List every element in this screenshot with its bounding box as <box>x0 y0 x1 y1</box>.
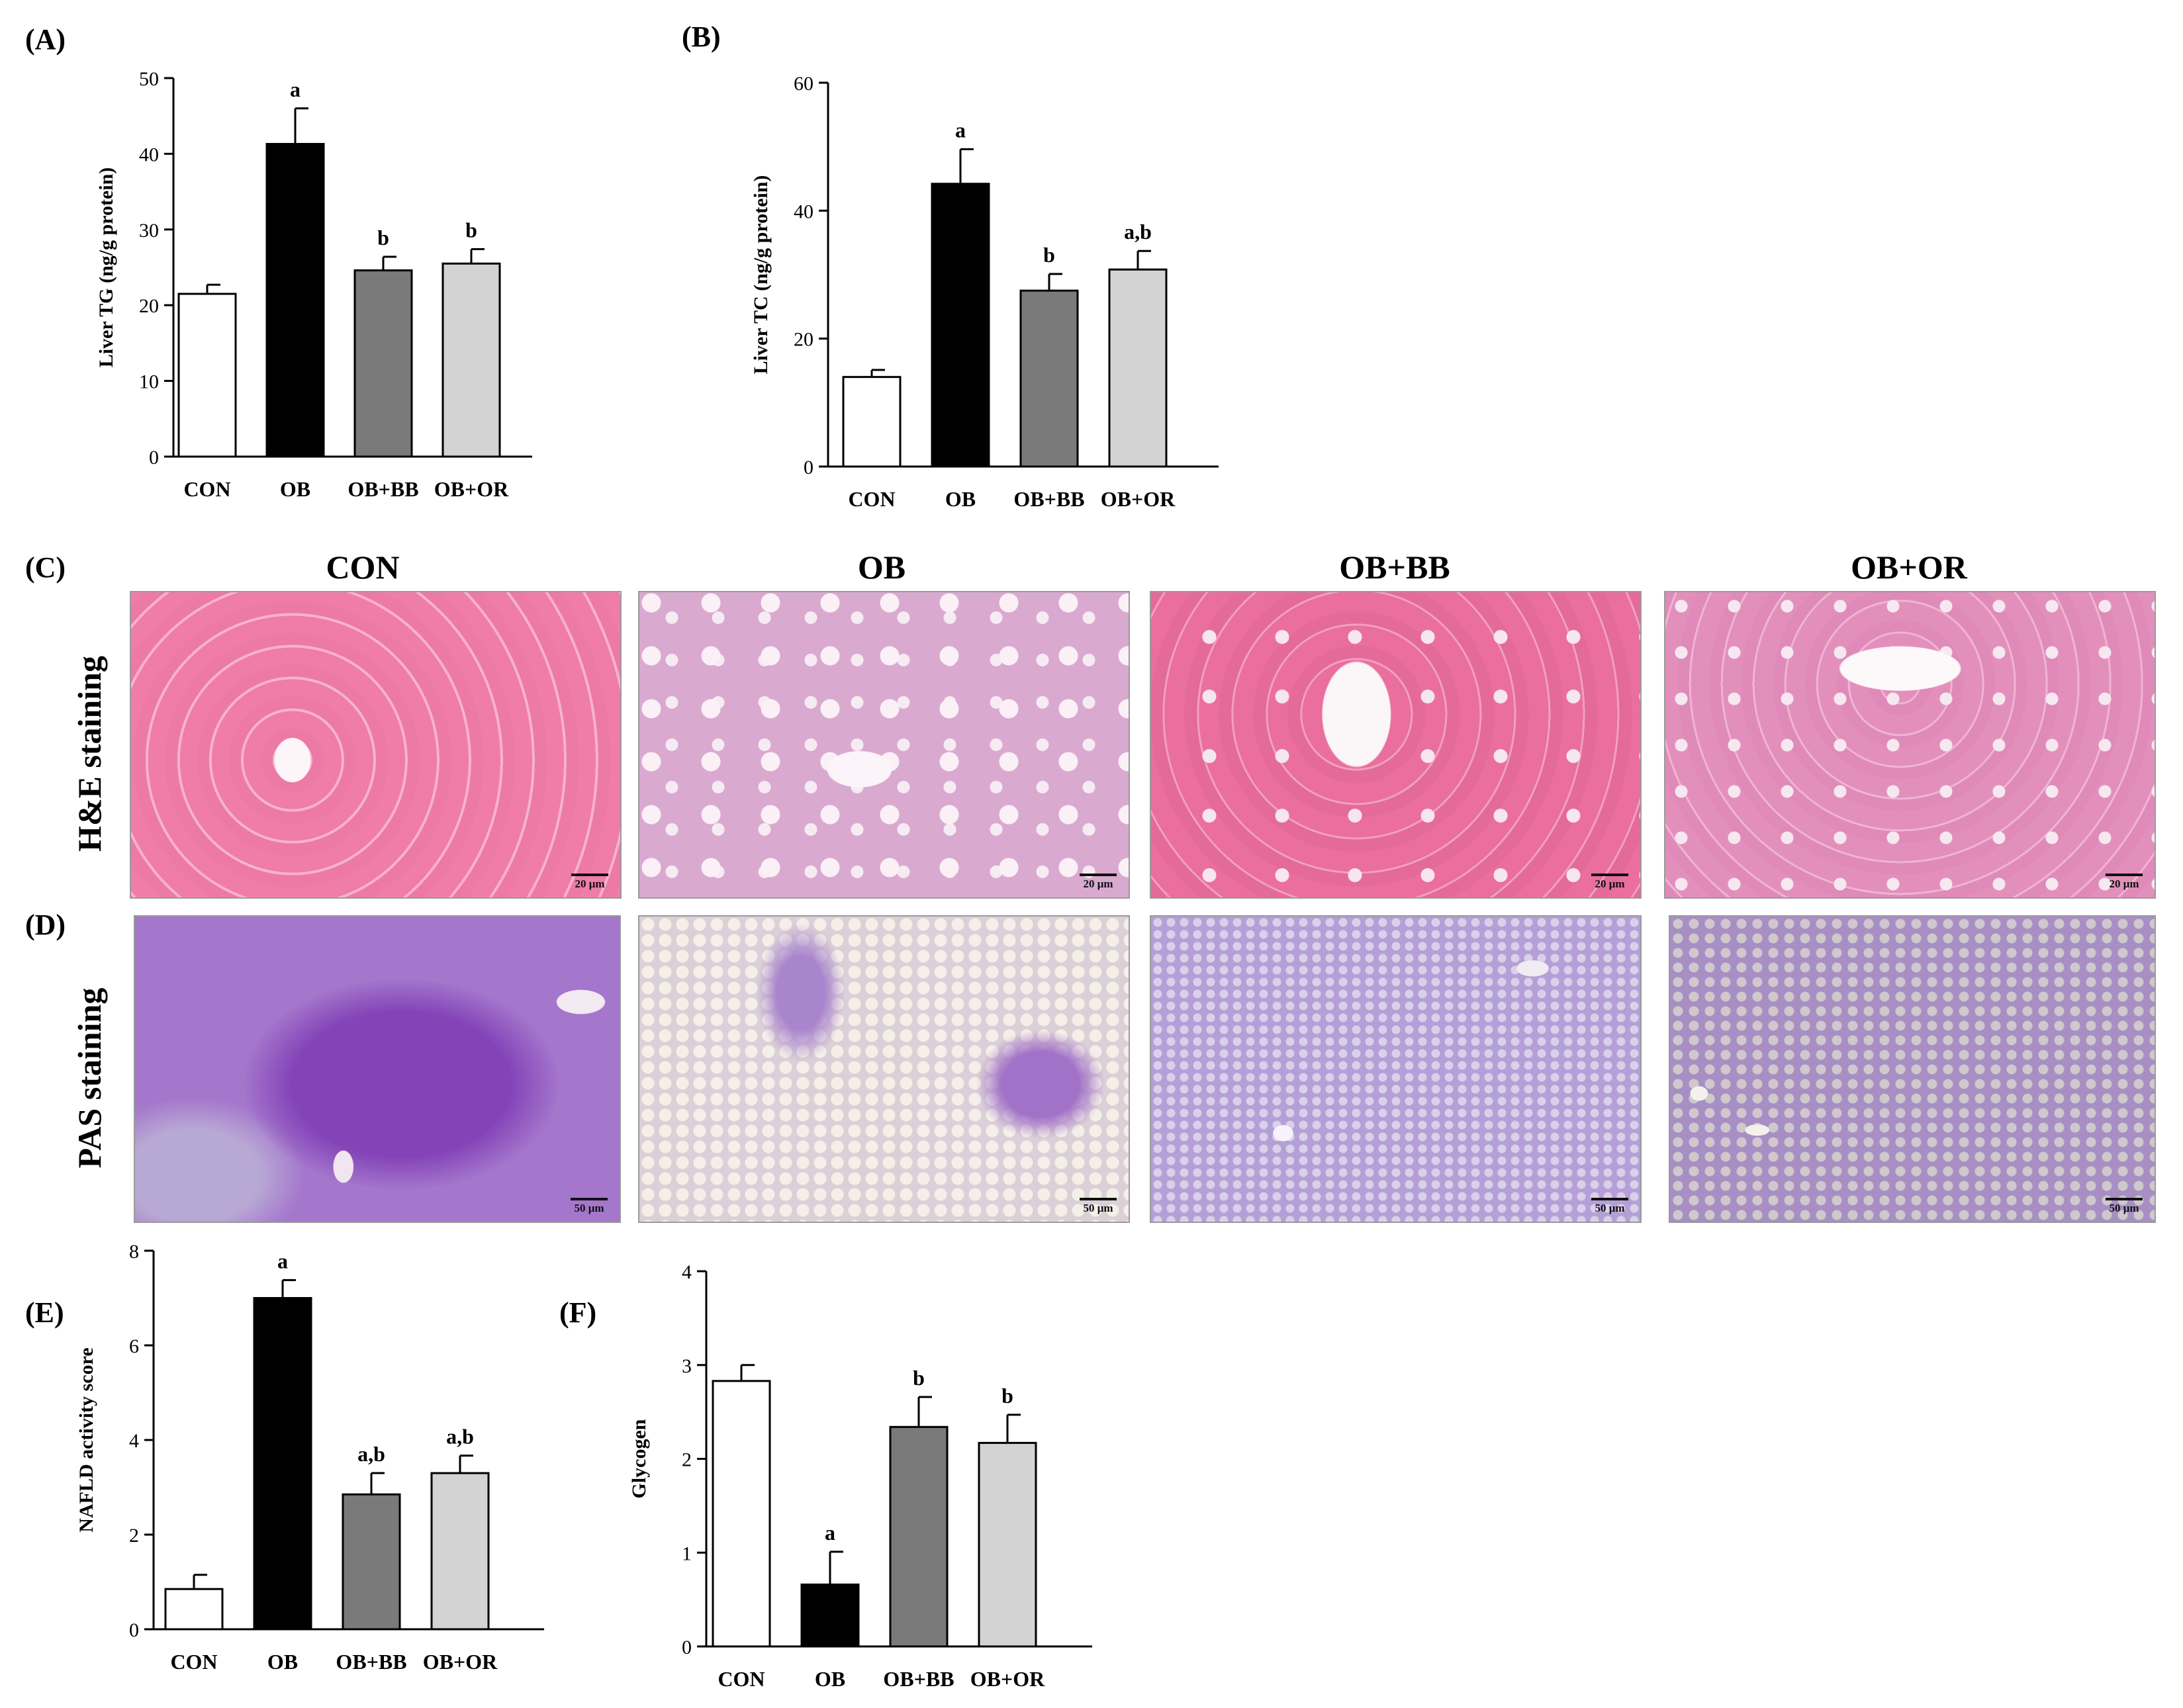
pas-micrograph-con: 50 μm <box>134 915 621 1223</box>
y-tick-label: 6 <box>129 1335 139 1357</box>
y-axis-label: Glycogen <box>628 1419 650 1498</box>
category-label: CON <box>170 1650 217 1674</box>
category-label: OB+OR <box>970 1667 1045 1691</box>
bar-ob-or <box>430 1472 490 1631</box>
category-label: OB <box>267 1650 298 1674</box>
y-tick-label: 10 <box>139 371 159 393</box>
significance-label: a,b <box>357 1442 385 1466</box>
column-title-ob-bb: OB+BB <box>1339 549 1450 586</box>
significance-label: b <box>913 1366 925 1390</box>
y-tick-label: 20 <box>139 295 159 317</box>
y-tick-label: 0 <box>804 457 813 478</box>
category-label: CON <box>848 487 895 511</box>
y-tick-label: 2 <box>682 1449 692 1471</box>
scale-bar: 20 μm <box>2106 874 2143 891</box>
bar-ob-bb <box>342 1493 401 1631</box>
scale-bar: 50 μm <box>1591 1198 1628 1215</box>
significance-label: a,b <box>446 1425 474 1449</box>
y-tick-label: 50 <box>139 68 159 90</box>
column-title-con: CON <box>326 549 400 586</box>
row-label-pas: PAS staining <box>71 987 108 1169</box>
bar-ob <box>931 183 990 468</box>
y-tick-label: 3 <box>682 1355 692 1377</box>
scale-bar: 20 μm <box>1080 874 1117 891</box>
y-tick-label: 0 <box>149 447 159 469</box>
bar-ob-bb <box>889 1425 949 1648</box>
bar-con <box>177 292 237 458</box>
category-label: OB+BB <box>336 1650 406 1674</box>
bar-con <box>164 1588 224 1631</box>
panel-label-e: (E) <box>25 1296 64 1329</box>
bar-ob <box>265 143 325 458</box>
y-tick-label: 1 <box>682 1543 692 1564</box>
panel-label-b: (B) <box>682 21 721 53</box>
bar-ob-bb <box>353 269 413 458</box>
bar-ob-or <box>978 1441 1037 1648</box>
bar-ob <box>800 1583 860 1648</box>
row-label-he: H&E staining <box>71 656 108 852</box>
bar-con <box>712 1380 771 1648</box>
significance-label: a <box>290 77 301 101</box>
category-label: OB+OR <box>434 477 509 501</box>
pas-micrograph-ob-bb: 50 μm <box>1150 915 1642 1223</box>
scale-bar: 20 μm <box>571 874 608 891</box>
scale-bar: 20 μm <box>1591 874 1628 891</box>
panel-label-f: (F) <box>559 1296 597 1329</box>
significance-label: a,b <box>1124 220 1152 244</box>
y-tick-label: 4 <box>682 1261 692 1283</box>
y-axis-label: NAFLD activity score <box>75 1347 97 1532</box>
y-axis-label: Liver TG (ng/g protein) <box>95 167 117 368</box>
scale-bar: 50 μm <box>1080 1198 1117 1215</box>
significance-label: b <box>1001 1384 1013 1408</box>
category-label: OB+BB <box>883 1667 954 1691</box>
he-micrograph-ob: 20 μm <box>638 591 1130 899</box>
y-tick-label: 30 <box>139 220 159 242</box>
y-tick-label: 60 <box>794 73 813 95</box>
panel-label-c: (C) <box>25 551 66 584</box>
panel-label-d: (D) <box>25 909 66 941</box>
y-tick-label: 40 <box>794 201 813 222</box>
y-tick-label: 40 <box>139 144 159 165</box>
he-micrograph-ob-or: 20 μm <box>1664 591 2156 899</box>
category-label: OB <box>280 477 310 501</box>
he-micrograph-ob-bb: 20 μm <box>1150 591 1642 899</box>
scale-bar: 50 μm <box>2106 1198 2143 1215</box>
y-tick-label: 20 <box>794 329 813 351</box>
significance-label: a <box>955 118 966 142</box>
bar-ob <box>253 1297 312 1631</box>
pas-micrograph-ob-or: 50 μm <box>1669 915 2156 1223</box>
y-tick-label: 0 <box>129 1619 139 1641</box>
he-micrograph-con: 20 μm <box>130 591 622 899</box>
category-label: OB+OR <box>423 1650 498 1674</box>
bar-con <box>842 376 902 468</box>
significance-label: b <box>377 226 389 249</box>
category-label: OB+BB <box>1013 487 1084 511</box>
panel-label-a: (A) <box>25 23 66 56</box>
y-axis-label: Liver TC (ng/g protein) <box>750 175 772 375</box>
pas-micrograph-ob: 50 μm <box>638 915 1130 1223</box>
category-label: OB+OR <box>1101 487 1176 511</box>
y-tick-label: 0 <box>682 1637 692 1658</box>
scale-bar: 50 μm <box>571 1198 608 1215</box>
significance-label: b <box>465 218 477 242</box>
significance-label: a <box>825 1521 835 1545</box>
y-tick-label: 4 <box>129 1430 139 1452</box>
significance-label: a <box>277 1249 288 1273</box>
category-label: OB <box>815 1667 845 1691</box>
category-label: CON <box>183 477 230 501</box>
y-tick-label: 2 <box>129 1525 139 1547</box>
column-title-ob-or: OB+OR <box>1851 549 1967 586</box>
bar-ob-or <box>441 262 501 458</box>
y-tick-label: 8 <box>129 1241 139 1263</box>
significance-label: b <box>1043 243 1055 267</box>
category-label: OB+BB <box>348 477 418 501</box>
column-title-ob: OB <box>857 549 906 586</box>
category-label: CON <box>718 1667 765 1691</box>
category-label: OB <box>945 487 976 511</box>
bar-ob-bb <box>1019 289 1079 468</box>
bar-ob-or <box>1108 268 1168 468</box>
